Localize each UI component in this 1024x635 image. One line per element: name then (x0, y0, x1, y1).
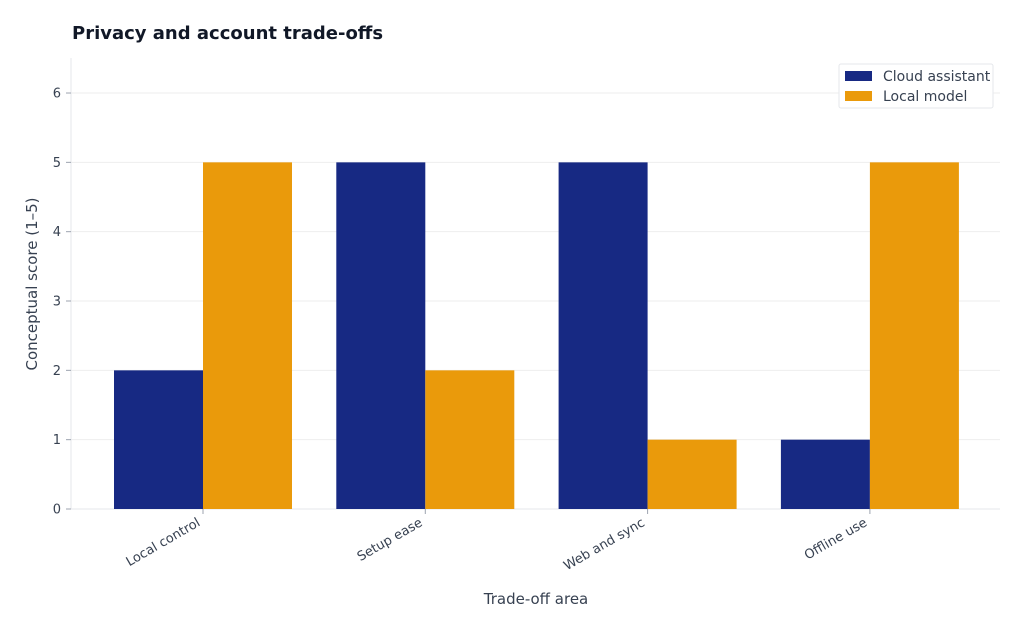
x-tick-label: Local control (124, 515, 203, 569)
bar-cloud-assistant (114, 370, 203, 509)
chart-title: Privacy and account trade-offs (72, 23, 383, 44)
y-tick-label: 6 (53, 87, 61, 102)
y-tick-labels: 0 1 2 3 4 5 6 (53, 87, 71, 518)
y-tick-label: 3 (53, 295, 61, 310)
legend-swatch-cloud-assistant (845, 71, 872, 81)
legend-box (838, 63, 994, 109)
x-tick-label: Offline use (802, 515, 870, 563)
legend-label-local-model: Local model (883, 89, 967, 105)
y-axis-label: Conceptual score (1–5) (23, 197, 41, 370)
bar-local-model (203, 162, 292, 509)
y-tick-label: 4 (53, 225, 61, 240)
bar-local-model (647, 439, 737, 509)
bar-cloud-assistant (780, 439, 870, 509)
bar-cloud-assistant (336, 162, 426, 509)
legend: Cloud assistant Local model (838, 63, 994, 109)
y-tick-label: 0 (53, 503, 61, 518)
legend-label-cloud-assistant: Cloud assistant (883, 69, 991, 85)
x-axis-label: Trade-off area (483, 590, 589, 608)
x-tick-labels: Local control Setup ease Web and sync Offli… (124, 509, 871, 574)
legend-swatch-local-model (845, 91, 872, 101)
bar-local-model (425, 370, 515, 509)
y-tick-label: 5 (53, 156, 61, 171)
bars (114, 162, 959, 509)
bar-cloud-assistant (558, 162, 648, 509)
y-tick-label: 1 (53, 433, 61, 448)
y-tick-label: 2 (53, 364, 61, 379)
x-tick-label: Web and sync (561, 515, 647, 573)
x-tick-label: Setup ease (355, 515, 425, 564)
bar-local-model (869, 162, 959, 509)
